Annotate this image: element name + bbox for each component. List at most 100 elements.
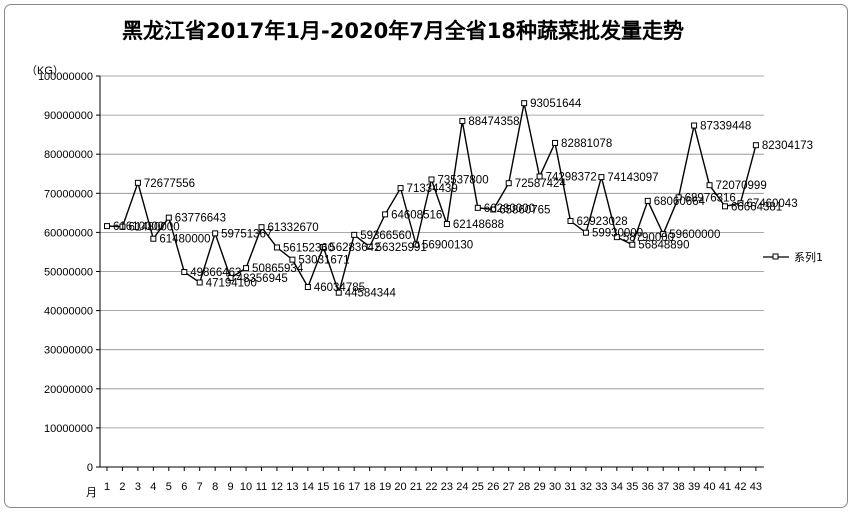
x-tick-label: 31 [564,481,576,493]
data-point [428,176,435,183]
x-tick-label: 14 [302,481,314,493]
data-label: 72677556 [144,178,195,190]
x-tick-label: 38 [673,481,685,493]
data-point [691,122,698,129]
x-tick-label: 28 [518,481,530,493]
data-label: 59751367 [221,228,272,240]
data-label: 64608516 [391,209,442,221]
data-point [165,214,172,221]
x-tick-label: 24 [456,481,468,493]
data-point [598,174,605,181]
data-point [582,229,589,236]
x-tick-label: 32 [580,481,592,493]
data-label: 61332670 [268,222,319,234]
y-tick-label: 30000000 [44,345,93,357]
x-tick-label: 26 [487,481,499,493]
data-label: 50865934 [252,263,304,275]
x-tick-label: 1 [104,481,110,493]
data-point [552,139,559,146]
x-tick-label: 29 [533,481,545,493]
data-label: 72070999 [716,180,767,192]
x-tick-label: 34 [611,481,623,493]
x-tick-label: 13 [286,481,298,493]
data-point [134,179,141,186]
data-label: 72587424 [515,178,567,190]
data-point [289,256,296,263]
x-tick-label: 37 [657,481,669,493]
data-label: 44584344 [345,288,397,300]
x-tick-label: 17 [348,481,360,493]
data-point [490,206,497,213]
data-label: 82304173 [762,140,813,152]
x-tick-label: 4 [150,481,156,493]
x-tick-label: 22 [425,481,437,493]
x-tick-label: 18 [364,481,376,493]
data-label: 65860765 [499,204,550,216]
data-label: 56848890 [638,240,689,252]
data-point [505,180,512,187]
data-label: 59930000 [592,228,643,240]
data-label: 48356945 [237,273,288,285]
x-tick-label: 23 [441,481,453,493]
data-point [706,182,713,189]
x-tick-label: 3 [135,481,141,493]
data-point [382,211,389,218]
data-label: 63776643 [175,213,226,225]
y-tick-label: 50000000 [44,267,93,279]
x-axis-label: 月 [86,487,97,499]
data-label: 68060664 [654,196,706,208]
x-tick-label: 11 [256,481,267,493]
x-tick-label: 39 [688,481,700,493]
data-label: 66664381 [731,201,782,213]
legend-label: 系列1 [794,250,823,264]
data-label: 56283642 [329,242,380,254]
data-point [150,235,157,242]
data-label: 66280000 [484,203,535,215]
x-tick-label: 43 [750,481,762,493]
x-tick-label: 7 [197,481,203,493]
data-point [366,243,373,250]
x-tick-label: 36 [642,481,654,493]
data-label: 53031671 [298,255,349,267]
data-label: 62923028 [577,216,628,228]
data-label: 71334439 [407,183,458,195]
x-tick-label: 6 [181,481,187,493]
data-point [335,289,342,296]
data-point [397,185,404,192]
data-point [227,274,234,281]
data-point [443,220,450,227]
y-tick-label: 90000000 [44,110,93,122]
data-point [536,173,543,180]
data-labels: 6161000061480000726775566148000063776643… [113,98,813,300]
x-tick-label: 12 [271,481,283,493]
data-point [474,204,481,211]
axes: 0 10000000 20000000 30000000 40000000 5000000… [38,71,764,493]
data-label: 56325991 [376,242,427,254]
data-label: 46034785 [314,282,365,294]
data-label: 61610000 [113,221,164,233]
data-label: 73537800 [437,174,488,186]
data-point [660,230,667,237]
gridlines [100,75,764,429]
data-label: 56152360 [283,242,334,254]
data-point [644,197,651,204]
x-tick-label: 40 [703,481,715,493]
y-tick-label: 40000000 [44,306,93,318]
y-tick-label: 0 [87,462,93,474]
y-tick-label: 20000000 [44,384,93,396]
data-point [567,217,574,224]
y-tick-label: 80000000 [44,149,93,161]
x-tick-label: 2 [119,481,125,493]
data-point [181,269,188,276]
data-label: 61480000 [128,222,179,234]
data-label: 93051644 [530,98,582,110]
data-label: 47194100 [206,277,257,289]
data-label: 74143097 [607,172,658,184]
y-tick-label: 70000000 [44,188,93,200]
data-point [196,279,203,286]
x-tick-label: 5 [166,481,172,493]
data-label: 61480000 [159,234,210,246]
data-label: 59600000 [669,229,720,241]
x-tick-label: 21 [410,481,422,493]
